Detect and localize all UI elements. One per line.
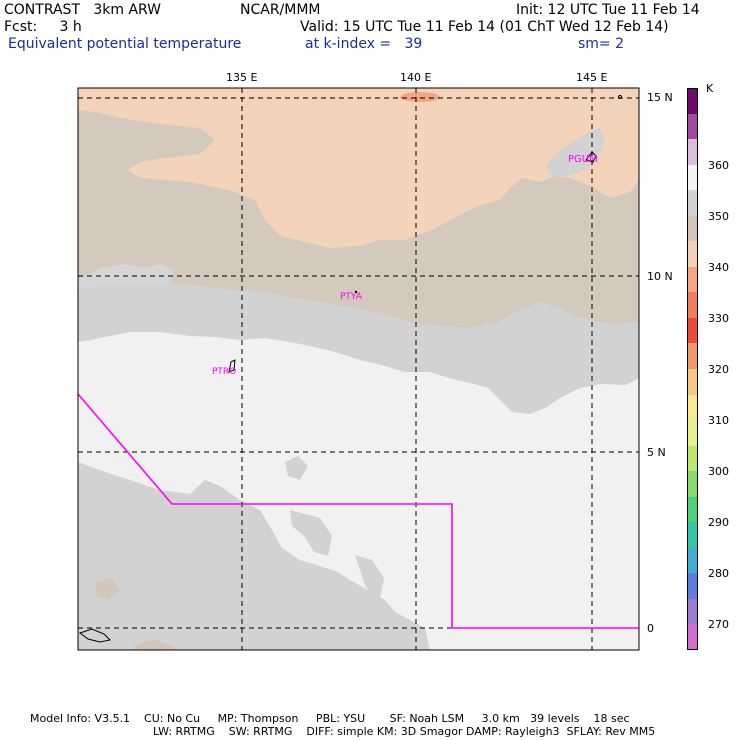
colorbar-label-270: 270 (708, 618, 729, 631)
map-fill-layer (78, 88, 639, 650)
theta-e-peach-region (78, 88, 639, 248)
colorbar-frame (687, 88, 698, 650)
colorbar-cell (687, 624, 698, 651)
colorbar-label-360: 360 (708, 159, 729, 172)
colorbar-cell (687, 139, 698, 166)
model-info-line-2: LW: RRTMG SW: RRTMG DIFF: simple KM: 3D … (153, 725, 656, 738)
lat-label-15n: 15 N (647, 91, 673, 104)
theta-e-gray-lobe (78, 264, 175, 290)
colorbar-cell (687, 241, 698, 268)
station-label-ptro: PTRO (212, 367, 236, 377)
k-index-label: at k-index = 39 (305, 36, 423, 52)
colorbar-label-280: 280 (708, 567, 729, 580)
lon-label-140e: 140 E (400, 71, 432, 84)
colorbar-cell (687, 573, 698, 600)
colorbar-cell (687, 496, 698, 523)
colorbar-cell (687, 266, 698, 293)
init-time: Init: 12 UTC Tue 11 Feb 14 (516, 2, 700, 18)
lon-label-135e: 135 E (226, 71, 258, 84)
colorbar-cell (687, 369, 698, 396)
colorbar-label-340: 340 (708, 261, 729, 274)
valid-time: Valid: 15 UTC Tue 11 Feb 14 (01 ChT Wed … (300, 19, 669, 35)
palau-coastline (228, 359, 236, 373)
colorbar-cell (687, 394, 698, 421)
colorbar-cell (687, 471, 698, 498)
colorbar-cell (687, 113, 698, 140)
theta-e-gray-patch-2 (290, 510, 332, 556)
colorbar-cell (687, 190, 698, 217)
theta-e-gray-patch-3 (355, 555, 384, 598)
colorbar-label-350: 350 (708, 210, 729, 223)
theta-e-tan-patch-1 (96, 578, 120, 600)
colorbar-unit: K (706, 82, 714, 95)
colorbar-label-290: 290 (708, 516, 729, 529)
forecast-hour: Fcst: 3 h (4, 19, 82, 35)
theta-e-lower-left-region (78, 462, 430, 650)
model-info-line-1: Model Info: V3.5.1 CU: No Cu MP: Thompso… (30, 712, 630, 725)
theta-e-tan-patch-2 (132, 640, 176, 650)
colorbar-cell (687, 88, 698, 115)
theta-e-warm-spot (400, 92, 440, 102)
model-name: CONTRAST 3km ARW (4, 2, 162, 18)
field-name: Equivalent potential temperature (8, 36, 242, 52)
theta-e-guam-pocket (545, 128, 605, 176)
lat-lon-gridlines (78, 88, 639, 650)
lat-label-5n: 5 N (647, 446, 666, 459)
colorbar-cell (687, 317, 698, 344)
lon-label-145e: 145 E (576, 71, 608, 84)
map-frame (77, 87, 640, 651)
station-label-pgum: PGUM (568, 154, 598, 165)
colorbar-cell (687, 522, 698, 549)
colorbar-cell (687, 420, 698, 447)
colorbar-cell (687, 598, 698, 625)
colorbar-cell (687, 215, 698, 242)
yap-island-marker (354, 290, 358, 294)
theta-e-gray-patch-1 (285, 456, 308, 480)
colorbar-cell (687, 343, 698, 370)
guam-coastline (585, 151, 597, 163)
colorbar-label-310: 310 (708, 414, 729, 427)
colorbar-cell (687, 547, 698, 574)
colorbar-label-320: 320 (708, 363, 729, 376)
colorbar-label-300: 300 (708, 465, 729, 478)
colorbar-cell (687, 445, 698, 472)
region-boundary-line (77, 393, 639, 629)
station-label-ptya: PTYA (340, 292, 363, 302)
colorbar-label-330: 330 (708, 312, 729, 325)
smoothing-label: sm= 2 (578, 36, 625, 52)
island-outline (78, 628, 112, 643)
colorbar-cell (687, 292, 698, 319)
lat-label-10n: 10 N (647, 270, 673, 283)
lat-label-equator: 0 (647, 622, 654, 635)
organization-label: NCAR/MMM (240, 2, 321, 18)
colorbar-cell (687, 164, 698, 191)
